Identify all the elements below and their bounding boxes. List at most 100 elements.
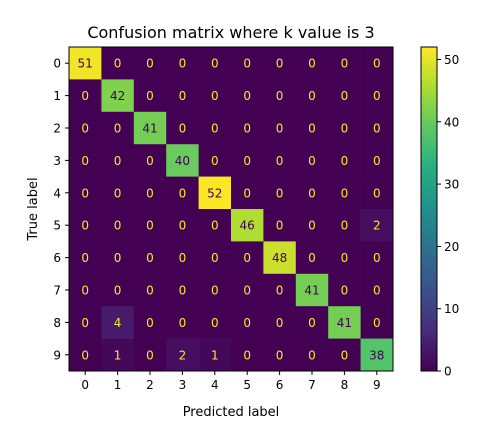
colorbar-segment (421, 361, 437, 365)
colorbar-segment (421, 306, 437, 310)
x-tick-label: 8 (341, 378, 349, 392)
heatmap-cell (263, 209, 297, 242)
heatmap-cell (328, 111, 361, 145)
colorbar-segment (421, 283, 437, 288)
colorbar-segment (421, 108, 437, 113)
colorbar-segment (421, 163, 437, 168)
heatmap-cell (133, 241, 167, 275)
heatmap-cell (295, 79, 329, 113)
heatmap-cell (231, 176, 264, 210)
cell-value-label: 0 (114, 251, 122, 265)
heatmap-cell (133, 273, 167, 307)
heatmap-cell (231, 47, 264, 80)
colorbar-segment (421, 144, 437, 148)
heatmap-cell (166, 241, 199, 275)
colorbar-segment (421, 228, 437, 233)
colorbar-segment (421, 69, 437, 74)
colorbar-segment (421, 309, 437, 314)
cell-value-label: 0 (211, 284, 219, 298)
heatmap-cell (295, 47, 329, 80)
cell-value-label: 0 (243, 316, 251, 330)
cell-value-label: 0 (243, 89, 251, 103)
heatmap-cell (69, 306, 102, 339)
heatmap-cell (295, 273, 329, 307)
colorbar-segment (421, 53, 437, 58)
colorbar-tick-label: 50 (444, 53, 459, 67)
cell-value-label: 0 (211, 89, 219, 103)
heatmap-cell (328, 79, 361, 113)
colorbar-segment (421, 95, 437, 100)
cell-value-label: 0 (81, 122, 89, 136)
cell-value-label: 0 (81, 219, 89, 233)
colorbar-segment (421, 137, 437, 142)
colorbar-segment (421, 244, 437, 249)
cell-value-label: 0 (243, 284, 251, 298)
cell-value-label: 46 (240, 219, 255, 233)
colorbar-segment (421, 358, 437, 362)
cell-value-label: 0 (146, 348, 154, 362)
cell-value-label: 0 (276, 57, 284, 71)
colorbar-segment (421, 335, 437, 339)
cell-value-label: 41 (304, 284, 319, 298)
colorbar-segment (421, 173, 437, 177)
heatmap-cell (133, 144, 167, 177)
heatmap-cells (69, 47, 394, 372)
cell-value-label: 0 (373, 57, 381, 71)
heatmap-cell (295, 176, 329, 210)
cell-value-label: 41 (142, 122, 157, 136)
colorbar-segment (421, 179, 437, 184)
cell-value-label: 2 (373, 219, 381, 233)
heatmap-cell (295, 338, 329, 372)
colorbar-segment (421, 111, 437, 116)
cell-value-label: 0 (146, 57, 154, 71)
cell-value-label: 2 (179, 348, 187, 362)
heatmap-cell (198, 306, 232, 339)
colorbar-tick-label: 40 (444, 115, 459, 129)
colorbar-segment (421, 85, 437, 90)
cell-value-label: 0 (341, 348, 349, 362)
heatmap-cell (69, 111, 102, 145)
colorbar-segment (421, 63, 437, 67)
cell-value-label: 0 (114, 154, 122, 168)
cell-value-label: 0 (243, 57, 251, 71)
heatmap-cell (328, 338, 361, 372)
colorbar-segment (421, 325, 437, 330)
cell-value-label: 0 (308, 348, 316, 362)
colorbar-segment (421, 238, 437, 242)
cell-value-label: 0 (341, 122, 349, 136)
colorbar-segment (421, 231, 437, 236)
heatmap-cell (360, 79, 394, 113)
colorbar-tick-label: 30 (444, 178, 459, 192)
heatmap-cell (133, 79, 167, 113)
colorbar-segment (421, 153, 437, 158)
heatmap-cell (295, 241, 329, 275)
colorbar-segment (421, 59, 437, 64)
colorbar-segment (421, 147, 437, 152)
colorbar-segment (421, 328, 437, 333)
colorbar-segment (421, 102, 437, 106)
heatmap-cell (231, 273, 264, 307)
heatmap-cell (101, 338, 135, 372)
heatmap-cell (166, 144, 199, 177)
colorbar-segment (421, 267, 437, 271)
colorbar-segment (421, 273, 437, 278)
heatmap-cell (69, 47, 102, 80)
heatmap-cell (101, 209, 135, 242)
colorbar-segment (421, 196, 437, 200)
y-axis-ticks: 0 1 2 3 4 5 6 7 8 9 (53, 57, 69, 362)
cell-value-label: 0 (341, 284, 349, 298)
colorbar-segment (421, 124, 437, 129)
heatmap-cell (69, 273, 102, 307)
colorbar-segment (421, 341, 437, 346)
cell-value-label: 0 (179, 122, 187, 136)
heatmap-cell (328, 144, 361, 177)
cell-value-label: 0 (276, 186, 284, 200)
colorbar-segment (421, 322, 437, 327)
cell-value-label: 41 (337, 316, 352, 330)
cell-value-label: 0 (276, 154, 284, 168)
cell-value-label: 0 (114, 57, 122, 71)
cell-value-label: 0 (146, 186, 154, 200)
cell-value-label: 0 (179, 89, 187, 103)
x-tick-label: 4 (211, 378, 219, 392)
